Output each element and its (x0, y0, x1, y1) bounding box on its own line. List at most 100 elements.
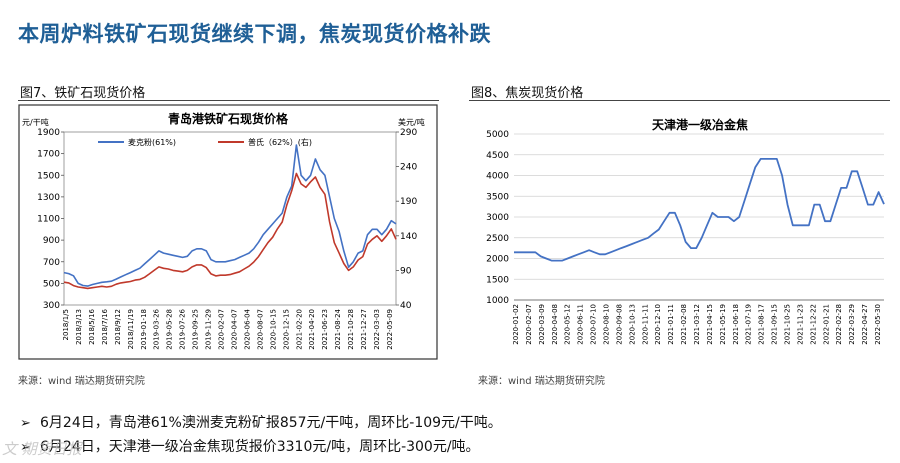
chart1-series-line-0 (63, 144, 397, 287)
chart1-y-right-tick: 140 (400, 232, 417, 242)
chart1-x-tick: 2021-04-20 (308, 309, 316, 350)
bullet-arrow-icon: ➢ (20, 416, 31, 431)
chart2-x-tick: 2021-07-19 (745, 304, 753, 345)
chart2-x-tick: 2020-12-10 (654, 304, 662, 345)
chart2-y-tick: 2500 (486, 234, 509, 244)
figure-7-rule (18, 100, 439, 101)
chart1-y-left-tick: 1900 (37, 128, 60, 138)
chart1-y-left-tick: 300 (43, 301, 60, 311)
chart2-x-tick: 2020-07-10 (590, 304, 598, 345)
chart1-y-right-tick: 190 (400, 197, 417, 207)
chart2-x-tick: 2022-03-29 (848, 304, 856, 345)
chart1-x-tick: 2019-05-28 (166, 309, 174, 350)
chart1-x-tick: 2020-12-15 (282, 309, 290, 350)
chart2-x-tick: 2022-02-28 (835, 304, 843, 345)
figure-7-caption: 图7、铁矿石现货价格 (20, 86, 146, 101)
figure-7-source: 来源：wind 瑞达期货研究院 (18, 376, 145, 387)
chart1-x-tick: 2020-04-07 (230, 309, 238, 350)
chart2-x-tick: 2021-11-23 (796, 304, 804, 345)
chart1-x-tick: 2018/5/16 (88, 308, 96, 344)
chart1-x-tick: 2020-08-07 (256, 309, 264, 350)
page-title: 本周炉料铁矿石现货继续下调，焦炭现货价格补跌 (18, 22, 491, 46)
chart1-x-tick: 2019-03-26 (153, 308, 161, 349)
chart1-x-tick: 2021-06-23 (321, 309, 329, 350)
chart2-x-tick: 2021-04-15 (706, 304, 714, 345)
chart2-x-tick: 2021-08-17 (758, 304, 766, 345)
chart2-x-tick: 2020-08-10 (603, 304, 611, 345)
chart1-x-tick: 2019-07-26 (179, 308, 187, 349)
iron-ore-price-chart: 青岛港铁矿石现货价格 元/干吨 美元/吨 300 500 700 900 1100 130… (18, 104, 438, 360)
chart1-x-tick: 2018/1/5 (62, 309, 70, 340)
coke-price-chart: 天津港一级冶金焦 1000 1500 2000 2500 3000 3500 4000 450… (469, 105, 887, 359)
chart2-x-tick: 2021-05-19 (719, 304, 727, 345)
chart1-x-tick: 2020-10-15 (269, 309, 277, 350)
chart1-y-left-tick: 1300 (37, 193, 60, 203)
chart2-y-tick: 3000 (486, 213, 509, 223)
chart1-y-left-tick: 1700 (37, 150, 60, 160)
bullet-iron-ore-text: 6月24日，青岛港61%澳洲麦克粉矿报857元/干吨，周环比-109元/干吨。 (40, 415, 502, 431)
bullet-coke-text: 6月24日，天津港一级冶金焦现货报价3310元/吨，周环比-300元/吨。 (40, 439, 480, 455)
chart1-x-tick: 2021-08-24 (334, 308, 342, 349)
bullet-coke: ➢ 6月24日，天津港一级冶金焦现货报价3310元/吨，周环比-300元/吨。 (20, 436, 480, 456)
chart2-x-tick: 2021-03-12 (693, 304, 701, 345)
chart1-y-left-tick: 500 (43, 279, 60, 289)
chart2-x-tick: 2020-05-12 (564, 304, 572, 345)
chart1-x-tick: 2021-10-28 (347, 309, 355, 350)
chart1-title: 青岛港铁矿石现货价格 (168, 111, 289, 126)
chart2-x-tick: 2022-04-27 (861, 304, 869, 345)
chart1-frame (18, 104, 438, 360)
chart2-x-tick: 2020-09-08 (615, 304, 623, 345)
chart2-x-tick: 2020-01-02 (512, 304, 520, 345)
chart2-y-tick: 2000 (486, 255, 509, 265)
chart1-x-tick: 2018/9/12 (114, 309, 122, 345)
chart2-y-tick: 3500 (486, 192, 509, 202)
chart1-x-tick: 2021-02-20 (295, 309, 303, 350)
chart2-x-tick: 2021-09-15 (771, 304, 779, 345)
chart1-y-right-tick: 40 (400, 301, 412, 311)
chart1-x-tick: 2022-05-09 (386, 309, 394, 350)
chart2-y-tick: 1000 (486, 296, 509, 306)
chart1-x-tick: 2021-12-27 (360, 309, 368, 350)
chart1-series-line-1 (63, 172, 397, 290)
chart2-y-tick: 4500 (486, 151, 509, 161)
chart1-left-unit: 元/干吨 (22, 117, 49, 127)
chart2-x-tick: 2020-10-13 (628, 304, 636, 345)
figure-8-rule (469, 100, 890, 101)
chart1-right-unit: 美元/吨 (398, 117, 425, 127)
bullet-iron-ore: ➢ 6月24日，青岛港61%澳洲麦克粉矿报857元/干吨，周环比-109元/干吨。 (20, 412, 502, 432)
chart2-x-tick: 2020-03-09 (538, 304, 546, 345)
chart1-x-tick: 2018/11/19 (127, 309, 135, 349)
chart1-x-tick: 2019-09-25 (192, 309, 200, 350)
chart2-x-tick: 2021-02-08 (680, 304, 688, 345)
chart2-x-tick: 2022-01-21 (822, 304, 830, 345)
chart1-y-right-tick: 90 (400, 266, 412, 276)
chart2-x-tick: 2020-04-08 (551, 304, 559, 345)
chart1-y-left-tick: 1100 (37, 215, 60, 225)
chart2-series-line (514, 158, 885, 262)
watermark-logo: 文 期货日报 (2, 440, 82, 458)
chart1-y-left-tick: 700 (43, 258, 60, 268)
chart1-legend-label: 麦克粉(61%) (128, 137, 176, 147)
chart1-y-right-tick: 240 (400, 163, 417, 173)
chart1-x-tick: 2019-11-29 (205, 309, 213, 350)
figure-8-caption: 图8、焦炭现货价格 (471, 86, 584, 101)
bullet-arrow-icon: ➢ (20, 440, 31, 455)
chart2-x-tick: 2021-06-18 (732, 304, 740, 345)
chart1-legend-label: 普氏（62%）(右) (248, 137, 312, 147)
chart2-y-tick: 1500 (486, 275, 509, 285)
chart1-x-tick: 2022-03-03 (373, 309, 381, 350)
chart1-y-left-tick: 900 (43, 236, 60, 246)
chart2-x-tick: 2021-10-25 (784, 304, 792, 345)
chart2-x-tick: 2020-11-11 (641, 304, 649, 345)
chart1-x-tick: 2019-01-18 (140, 309, 148, 350)
chart2-frame (469, 105, 887, 359)
chart2-y-tick: 5000 (486, 130, 509, 140)
chart2-title: 天津港一级冶金焦 (652, 117, 748, 132)
chart2-y-tick: 4000 (486, 172, 509, 182)
chart2-x-tick: 2020-06-11 (577, 304, 585, 345)
figure-8-source: 来源：wind 瑞达期货研究院 (478, 376, 605, 387)
chart1-x-tick: 2018/3/13 (75, 309, 83, 345)
chart2-x-tick: 2021-12-22 (809, 304, 817, 345)
chart1-x-tick: 2020-06-04 (243, 308, 251, 349)
chart1-y-right-tick: 290 (400, 128, 417, 138)
